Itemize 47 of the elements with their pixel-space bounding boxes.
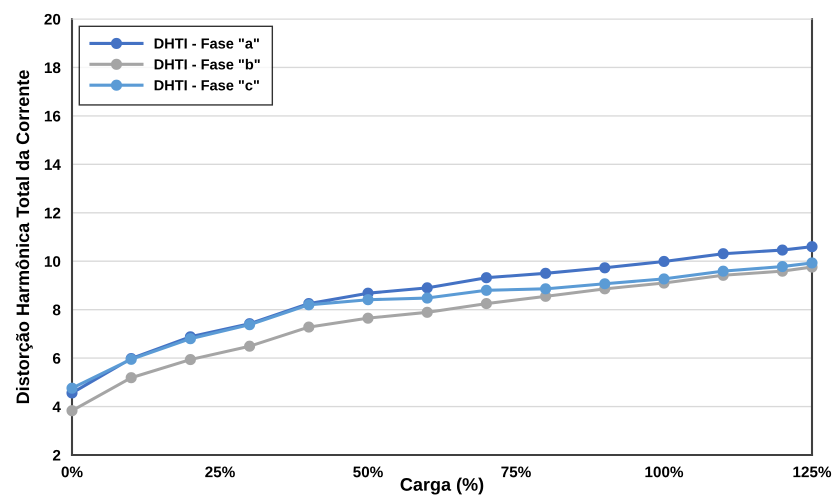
point — [303, 322, 314, 333]
y-tick-label: 16 — [44, 110, 60, 122]
point — [66, 382, 78, 394]
y-tick-label: 6 — [52, 352, 60, 364]
y-tick-label: 2 — [52, 450, 60, 461]
point — [244, 340, 256, 352]
point — [422, 306, 433, 318]
x-tick-label: 0% — [62, 466, 83, 478]
point — [66, 405, 78, 416]
point — [362, 312, 374, 324]
point — [718, 248, 729, 260]
point — [718, 266, 729, 277]
point — [776, 244, 788, 256]
point — [540, 283, 552, 294]
x-tick-label: 50% — [353, 466, 383, 478]
point — [658, 273, 670, 284]
legend-label: DHTI - Fase "b" — [154, 58, 260, 70]
point — [806, 241, 818, 252]
point — [776, 260, 788, 272]
legend-label: DHTI - Fase "a" — [154, 38, 259, 49]
point — [126, 372, 137, 384]
y-tick-label: 12 — [44, 208, 60, 218]
x-tick-label: 125% — [793, 466, 832, 478]
x-tick-label: 25% — [205, 466, 235, 478]
y-axis-title: Distorção Harmônica Total da Corrente — [16, 70, 33, 404]
point — [599, 262, 610, 274]
y-tick-label: 10 — [44, 256, 60, 267]
point — [422, 292, 433, 304]
y-tick-label: 14 — [44, 159, 61, 170]
legend-label: DHTI - Fase "c" — [154, 80, 259, 90]
point — [480, 298, 492, 310]
point — [480, 272, 492, 284]
point — [184, 354, 196, 366]
point — [806, 257, 818, 268]
point — [422, 282, 433, 294]
x-axis-title: Carga (%) — [400, 478, 484, 494]
point — [540, 268, 552, 279]
y-tick-label: 4 — [52, 402, 61, 412]
x-tick-label: 75% — [501, 466, 531, 478]
y-tick-label: 8 — [52, 304, 60, 316]
point — [658, 256, 670, 268]
y-tick-label: 20 — [44, 14, 60, 25]
point — [480, 284, 492, 296]
point — [599, 278, 610, 290]
point — [362, 294, 374, 306]
y-tick-label: 18 — [44, 62, 60, 74]
x-tick-label: 100% — [645, 466, 684, 478]
